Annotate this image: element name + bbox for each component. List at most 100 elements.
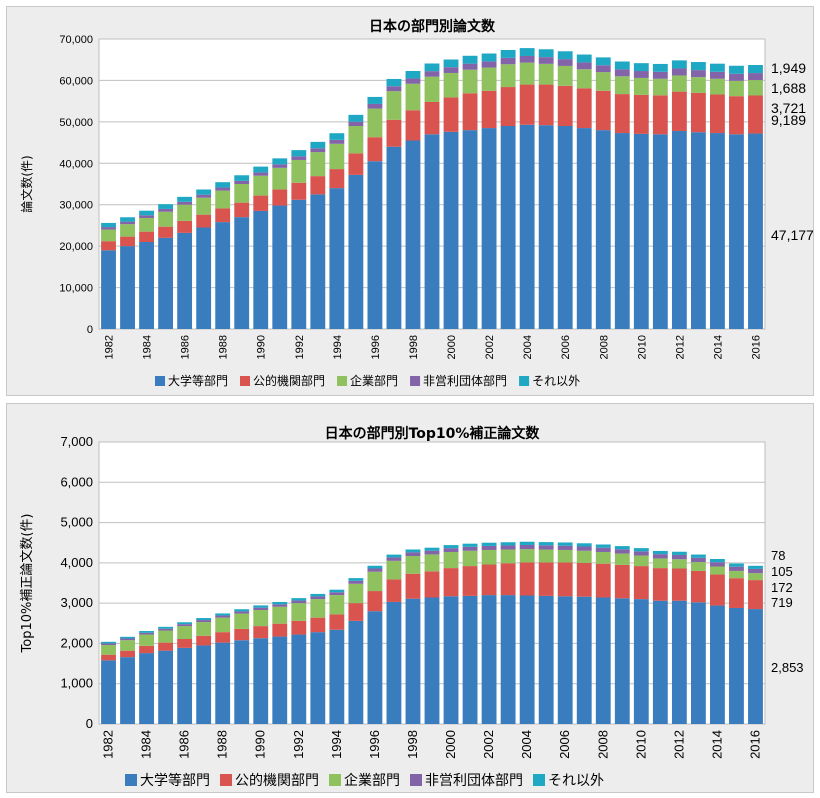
legend-label-university: 大学等部門	[168, 373, 228, 388]
bar-nonprofit-1986	[177, 624, 193, 627]
bar-public-1987	[196, 635, 212, 646]
bar-nonprofit-1986	[177, 201, 193, 205]
x-tick-label: 2014	[709, 730, 724, 759]
bar-university-1998	[405, 140, 421, 329]
legend-swatch-public	[220, 774, 232, 786]
legend-swatch-university	[125, 774, 137, 786]
bar-public-1986	[177, 220, 193, 233]
bar-other-2010	[633, 548, 649, 552]
bar-university-2004	[519, 595, 535, 724]
bar-nonprofit-2006	[557, 545, 573, 550]
legend-swatch-public	[240, 376, 251, 386]
bar-nonprofit-2007	[576, 62, 592, 70]
bars	[101, 541, 763, 724]
bar-university-2009	[614, 133, 630, 329]
bar-nonprofit-2015	[729, 73, 744, 81]
x-tick-label: 2010	[636, 335, 648, 359]
bar-public-1998	[405, 573, 421, 599]
bar-nonprofit-2004	[519, 55, 535, 63]
bar-nonprofit-2001	[462, 63, 478, 70]
bar-other-1989	[234, 609, 250, 612]
bar-other-1999	[424, 547, 440, 551]
bar-company-2001	[462, 69, 478, 94]
bar-other-2000	[443, 545, 459, 549]
bar-company-2011	[652, 558, 668, 569]
bar-public-1995	[348, 603, 364, 621]
value-annotation: 47,177	[771, 227, 813, 243]
value-annotation: 78	[771, 548, 785, 563]
bar-public-2014	[710, 574, 725, 606]
bar-university-2008	[595, 597, 611, 724]
bar-public-2013	[690, 570, 706, 603]
x-tick-label: 2002	[481, 730, 496, 759]
bar-company-1986	[177, 204, 193, 221]
bar-public-1991	[272, 623, 288, 637]
bar-university-1983	[120, 657, 135, 724]
bar-university-2001	[462, 130, 478, 329]
bar-nonprofit-2008	[595, 65, 611, 73]
bar-company-1989	[234, 613, 250, 629]
bar-public-2006	[557, 85, 573, 126]
legend-swatch-company	[329, 774, 341, 786]
bar-public-2002	[481, 90, 497, 129]
bar-other-1988	[215, 613, 231, 616]
bar-public-2009	[614, 94, 630, 134]
bar-nonprofit-1990	[253, 172, 269, 176]
bar-public-1988	[215, 632, 231, 643]
bar-university-1991	[272, 636, 288, 724]
bar-nonprofit-1999	[424, 550, 440, 555]
bar-public-2004	[519, 84, 535, 125]
bar-other-2002	[481, 542, 497, 546]
bar-university-1997	[386, 601, 402, 724]
bar-public-1988	[215, 208, 231, 223]
bar-company-2010	[633, 77, 649, 95]
bar-company-2008	[595, 72, 611, 91]
bar-company-1983	[120, 224, 135, 237]
bar-company-2013	[690, 562, 706, 571]
top10-paper-count-chart: 0 1,000 2,000 3,000 4,000 5,000 6,000 7,000 日本の部…	[19, 425, 804, 789]
legend-label-nonprofit: 非営利団体部門	[425, 773, 523, 789]
bar-nonprofit-2006	[557, 59, 573, 66]
bar-university-2016	[748, 133, 763, 329]
legend-label-public: 公的機関部門	[253, 373, 325, 388]
bar-company-2009	[614, 76, 630, 95]
bar-other-1984	[139, 631, 154, 633]
bar-other-2016	[748, 65, 763, 74]
x-tick-label: 1998	[405, 730, 420, 759]
bar-university-2003	[500, 595, 516, 724]
bar-company-2004	[519, 62, 535, 85]
bar-public-1993	[310, 176, 326, 195]
x-tick-label: 1986	[177, 730, 192, 759]
legend-label-company: 企業部門	[350, 373, 398, 388]
bar-public-1984	[139, 231, 154, 242]
bar-university-2010	[633, 599, 649, 724]
bar-other-2011	[652, 63, 668, 72]
y-tick-label: 30,000	[59, 200, 93, 212]
bar-public-2001	[462, 93, 478, 131]
bar-university-1985	[158, 650, 174, 724]
bar-company-1998	[405, 83, 421, 111]
bar-other-2009	[614, 61, 630, 70]
bar-other-2006	[557, 51, 573, 60]
bar-university-1988	[215, 642, 231, 724]
bar-public-1996	[367, 591, 383, 612]
bar-other-2008	[595, 544, 611, 548]
paper-count-chart: 0 10,000 20,000 30,000 40,000 50,000 60,000 70,…	[19, 18, 813, 388]
bar-other-1993	[310, 593, 326, 597]
bar-nonprofit-1995	[348, 121, 364, 126]
bar-nonprofit-1983	[120, 221, 135, 225]
bar-other-2015	[729, 65, 744, 74]
legend-label-public: 公的機関部門	[235, 773, 319, 789]
bar-company-2003	[500, 64, 516, 88]
bar-other-1982	[101, 222, 116, 228]
bar-other-2005	[538, 542, 554, 546]
bar-company-2014	[710, 566, 725, 575]
bar-company-2006	[557, 65, 573, 86]
bar-other-2013	[690, 62, 706, 71]
x-tick-label: 1992	[291, 730, 306, 759]
bar-other-2003	[500, 542, 516, 546]
bar-other-2004	[519, 541, 535, 545]
legend-swatch-other	[533, 774, 545, 786]
bar-university-2013	[690, 602, 706, 724]
bar-public-2012	[671, 91, 687, 131]
